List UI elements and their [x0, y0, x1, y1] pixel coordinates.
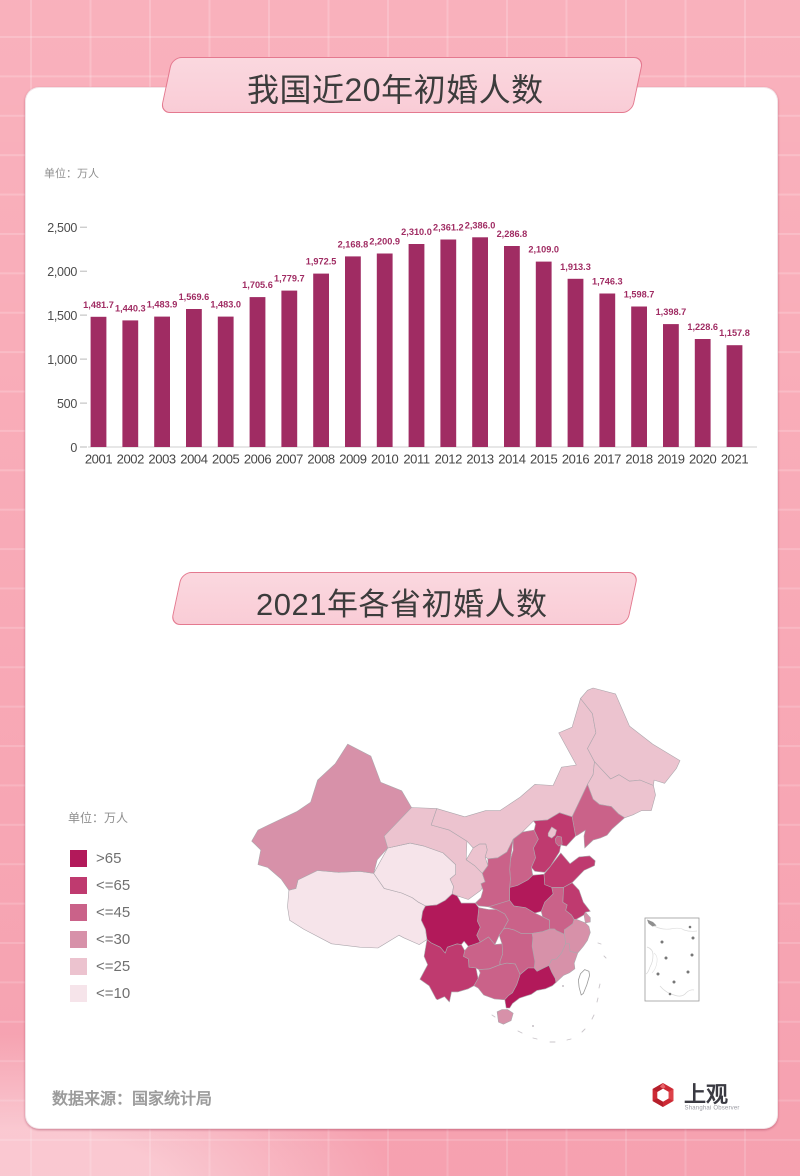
svg-text:0: 0 — [70, 441, 77, 455]
svg-text:1,746.3: 1,746.3 — [592, 277, 623, 287]
svg-text:上观: 上观 — [684, 1082, 728, 1107]
svg-text:单位：万人: 单位：万人 — [44, 166, 99, 180]
svg-text:2,310.0: 2,310.0 — [401, 227, 432, 237]
svg-text:2,286.8: 2,286.8 — [497, 229, 528, 239]
svg-text:2001: 2001 — [85, 452, 112, 467]
svg-text:2010: 2010 — [371, 452, 398, 467]
svg-text:2,386.0: 2,386.0 — [465, 220, 496, 230]
svg-text:1,913.3: 1,913.3 — [560, 262, 591, 272]
svg-text:2,200.9: 2,200.9 — [369, 237, 400, 247]
svg-text:2003: 2003 — [148, 452, 175, 467]
svg-text:2015: 2015 — [530, 452, 557, 467]
svg-text:2,168.8: 2,168.8 — [338, 239, 369, 249]
svg-text:1,483.0: 1,483.0 — [210, 300, 241, 310]
svg-text:2,000: 2,000 — [47, 265, 77, 279]
svg-text:1,500: 1,500 — [47, 309, 77, 323]
svg-text:1,000: 1,000 — [47, 353, 77, 367]
svg-text:2,361.2: 2,361.2 — [433, 223, 464, 233]
svg-text:1,440.3: 1,440.3 — [115, 303, 146, 313]
svg-text:2005: 2005 — [212, 452, 239, 467]
svg-text:500: 500 — [57, 397, 77, 411]
svg-text:1,598.7: 1,598.7 — [624, 290, 655, 300]
svg-text:1,481.7: 1,481.7 — [83, 300, 114, 310]
svg-text:2002: 2002 — [117, 452, 144, 467]
svg-text:2011: 2011 — [403, 452, 430, 467]
svg-text:2006: 2006 — [244, 452, 271, 467]
svg-text:1,483.9: 1,483.9 — [147, 300, 178, 310]
svg-text:2016: 2016 — [562, 452, 589, 467]
svg-text:2017: 2017 — [594, 452, 621, 467]
svg-text:2009: 2009 — [339, 452, 366, 467]
svg-text:2019: 2019 — [657, 452, 684, 467]
svg-text:1,569.6: 1,569.6 — [179, 292, 210, 302]
svg-text:1,228.6: 1,228.6 — [687, 322, 718, 332]
svg-text:1,398.7: 1,398.7 — [656, 307, 687, 317]
svg-text:Shanghai Observer: Shanghai Observer — [685, 1106, 740, 1112]
svg-text:2013: 2013 — [466, 452, 493, 467]
svg-text:2004: 2004 — [180, 452, 207, 467]
svg-text:2008: 2008 — [307, 452, 334, 467]
svg-text:1,779.7: 1,779.7 — [274, 274, 305, 284]
svg-text:2007: 2007 — [276, 452, 303, 467]
svg-text:2021: 2021 — [721, 452, 748, 467]
svg-text:1,972.5: 1,972.5 — [306, 257, 337, 267]
svg-text:1,157.8: 1,157.8 — [719, 328, 750, 338]
svg-text:2018: 2018 — [625, 452, 652, 467]
svg-text:2020: 2020 — [689, 452, 716, 467]
svg-text:2,109.0: 2,109.0 — [528, 245, 559, 255]
svg-text:2012: 2012 — [435, 452, 462, 467]
svg-text:2014: 2014 — [498, 452, 525, 467]
svg-text:1,705.6: 1,705.6 — [242, 280, 273, 290]
svg-text:2,500: 2,500 — [47, 221, 77, 235]
